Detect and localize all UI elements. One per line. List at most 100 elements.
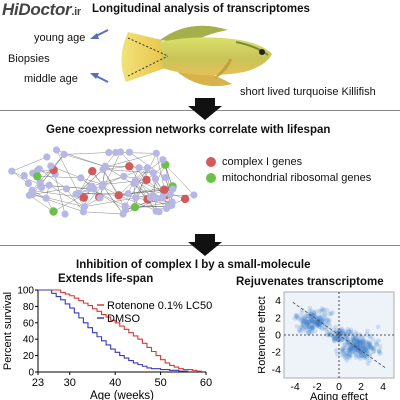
scatter-point bbox=[341, 342, 347, 348]
scatter-point bbox=[333, 324, 339, 330]
scatter-point bbox=[316, 315, 321, 321]
scatter-point bbox=[309, 315, 314, 320]
scatter-point bbox=[353, 352, 359, 358]
scatter-point bbox=[355, 339, 360, 345]
network-node bbox=[96, 194, 104, 202]
scatter-point bbox=[350, 344, 356, 349]
network-node bbox=[52, 146, 61, 154]
network-edge bbox=[32, 188, 67, 195]
scatter-point bbox=[348, 349, 353, 354]
scatter-point bbox=[367, 334, 373, 340]
scatter-point bbox=[357, 338, 362, 344]
scatter-point bbox=[354, 342, 359, 348]
network-node bbox=[135, 164, 143, 172]
scatter-point bbox=[313, 319, 319, 325]
scatter-point bbox=[358, 342, 363, 347]
scatter-point bbox=[377, 348, 382, 354]
scatter-point bbox=[351, 339, 357, 345]
scatter-point bbox=[316, 322, 322, 327]
scatter-point bbox=[348, 345, 354, 350]
scatter-point bbox=[317, 313, 322, 319]
network-edge bbox=[92, 171, 124, 215]
scatter-point bbox=[306, 324, 311, 329]
scatter-point bbox=[339, 327, 345, 333]
scatter-point bbox=[365, 345, 371, 350]
scatter-point bbox=[348, 344, 354, 349]
scatter-point bbox=[367, 339, 372, 345]
scatter-point bbox=[342, 341, 348, 347]
scatter-point bbox=[319, 325, 325, 331]
scatter-point bbox=[357, 341, 363, 346]
scatter-point bbox=[312, 328, 318, 334]
scatter-point bbox=[361, 335, 366, 341]
scatter-point bbox=[317, 321, 322, 327]
network-node bbox=[35, 165, 43, 173]
scatter-point bbox=[377, 349, 382, 355]
scatter-point bbox=[348, 347, 353, 353]
scatter-point bbox=[319, 314, 325, 319]
scatter-point bbox=[363, 340, 369, 345]
scatter-y-tick-label: -2 bbox=[272, 347, 281, 359]
survival-x-tick-label: 50 bbox=[154, 377, 166, 389]
network-node bbox=[149, 169, 157, 177]
scatter-point bbox=[305, 331, 311, 336]
scatter-point bbox=[332, 335, 338, 341]
network-node bbox=[159, 156, 167, 164]
scatter-point bbox=[352, 347, 358, 352]
scatter-point bbox=[357, 338, 362, 344]
scatter-point bbox=[366, 341, 371, 347]
scatter-point bbox=[349, 344, 355, 350]
scatter-point bbox=[311, 313, 317, 318]
scatter-point bbox=[377, 344, 383, 349]
scatter-point bbox=[316, 317, 322, 323]
network-node-complex-i bbox=[160, 185, 169, 194]
scatter-point bbox=[344, 357, 350, 363]
scatter-point bbox=[347, 351, 353, 357]
survival-x-tick-label: 23 bbox=[32, 377, 44, 389]
scatter-point bbox=[370, 345, 375, 351]
scatter-point bbox=[347, 353, 352, 359]
network-node bbox=[168, 198, 176, 206]
scatter-point bbox=[328, 311, 334, 316]
scatter-point bbox=[362, 353, 367, 359]
scatter-point bbox=[353, 347, 359, 353]
scatter-point bbox=[365, 343, 371, 349]
scatter-point bbox=[340, 329, 346, 335]
scatter-point bbox=[368, 333, 373, 339]
scatter-point bbox=[309, 317, 314, 323]
scatter-point bbox=[341, 348, 347, 354]
scatter-point bbox=[358, 344, 363, 349]
scatter-point bbox=[358, 341, 364, 346]
scatter-point bbox=[315, 321, 320, 327]
scatter-point bbox=[354, 347, 360, 352]
survival-legend-label: Rotenone 0.1% LC50 bbox=[107, 300, 212, 312]
scatter-point bbox=[329, 332, 335, 338]
network-node bbox=[169, 185, 177, 193]
panel2-title: Gene coexpression networks correlate wit… bbox=[46, 124, 331, 136]
scatter-point bbox=[341, 352, 347, 357]
scatter-point bbox=[343, 355, 348, 361]
down-arrow-1-icon bbox=[188, 98, 222, 120]
scatter-point bbox=[367, 343, 373, 349]
scatter-point bbox=[311, 310, 317, 315]
scatter-point bbox=[324, 326, 330, 332]
young-age-label: young age bbox=[34, 32, 86, 44]
scatter-point bbox=[332, 338, 338, 343]
network-edge bbox=[80, 177, 104, 185]
complex-i-dot-icon bbox=[206, 157, 216, 167]
scatter-point bbox=[333, 348, 339, 353]
scatter-point bbox=[321, 318, 326, 323]
scatter-point bbox=[317, 315, 323, 321]
scatter-point bbox=[352, 335, 357, 340]
legend-label-mito-ribosomal: mitochondrial ribosomal genes bbox=[222, 172, 372, 184]
scatter-point bbox=[350, 335, 356, 341]
scatter-point bbox=[309, 322, 314, 327]
scatter-point bbox=[333, 329, 339, 335]
scatter-point bbox=[305, 313, 311, 319]
scatter-point bbox=[367, 358, 372, 364]
scatter-point bbox=[357, 340, 363, 346]
mito-ribosomal-dot-icon bbox=[206, 173, 216, 183]
scatter-point bbox=[322, 311, 327, 317]
scatter-point bbox=[341, 331, 347, 337]
scatter-point bbox=[347, 355, 353, 361]
